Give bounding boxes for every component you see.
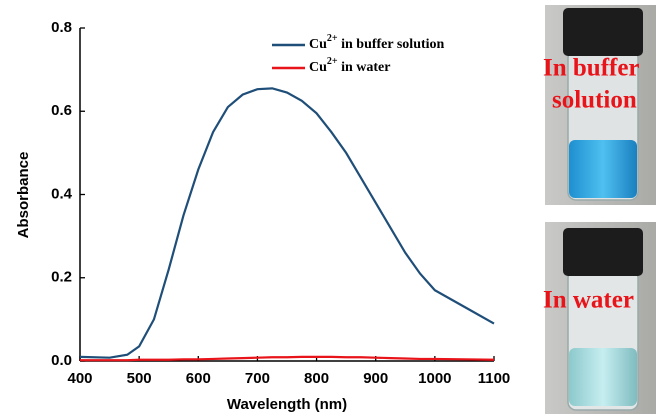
photo-label: solution [552, 87, 637, 114]
legend-label: Cu2+ in water [309, 56, 391, 75]
x-tick-label: 800 [304, 370, 329, 387]
x-tick-label: 700 [245, 370, 270, 387]
x-tick-label: 1000 [418, 370, 451, 387]
x-tick-label: 600 [186, 370, 211, 387]
y-axis-title: Absorbance [15, 152, 32, 239]
photo-label: In water [543, 287, 634, 314]
series-line [79, 87, 495, 359]
legend-label: Cu2+ in buffer solution [309, 33, 445, 52]
x-tick-label: 500 [127, 370, 152, 387]
y-tick-label: 0.0 [51, 352, 72, 369]
x-axis-title: Wavelength (nm) [227, 396, 347, 413]
y-tick-label: 0.8 [51, 19, 72, 36]
x-tick-label: 900 [363, 370, 388, 387]
y-tick-label: 0.6 [51, 102, 72, 119]
series-line [80, 355, 495, 362]
x-tick-label: 1100 [478, 370, 511, 387]
x-tick-label: 400 [67, 370, 92, 387]
photo-buffer [545, 5, 656, 205]
photo-label: In buffer [543, 55, 640, 82]
y-tick-label: 0.4 [51, 185, 73, 202]
photo-water [545, 222, 656, 414]
y-tick-label: 0.2 [51, 269, 72, 286]
